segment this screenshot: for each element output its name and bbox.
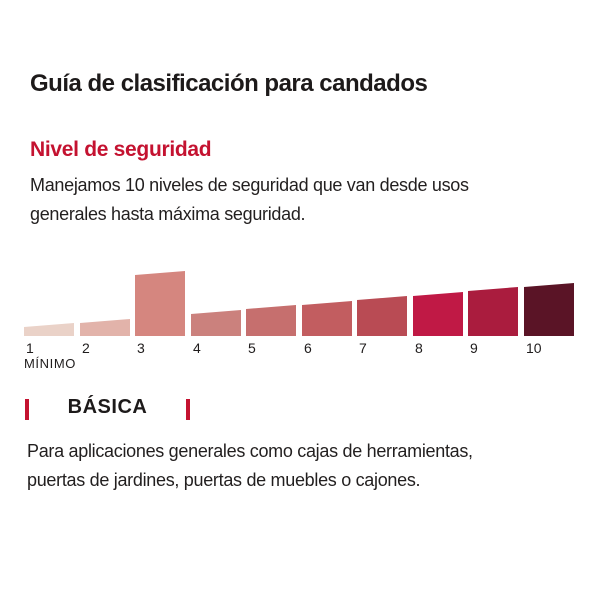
chart-min-label: MÍNIMO <box>24 356 76 371</box>
chart-bar-level-8 <box>413 292 463 336</box>
category-range-tick-right <box>186 399 190 420</box>
intro-line-1: Manejamos 10 niveles de seguridad que va… <box>30 175 469 195</box>
chart-tick-label-8: 8 <box>415 340 423 356</box>
intro-text: Manejamos 10 niveles de seguridad que va… <box>30 171 469 229</box>
chart-tick-label-7: 7 <box>359 340 367 356</box>
chart-bar-level-9 <box>468 287 518 336</box>
category-label: BÁSICA <box>67 396 148 418</box>
chart-tick-label-1: 1 <box>26 340 34 356</box>
page-title: Guía de clasificación para candados <box>30 70 428 97</box>
chart-bar-level-3-highlighted <box>135 271 185 336</box>
chart-bar-level-6 <box>302 301 352 336</box>
description-line-1: Para aplicaciones generales como cajas d… <box>27 441 473 461</box>
chart-bar-level-5 <box>246 305 296 336</box>
section-heading: Nivel de seguridad <box>30 138 212 161</box>
chart-tick-label-10: 10 <box>526 340 542 356</box>
security-level-chart: 1 2 3 4 5 6 7 8 9 10 MÍNIMO <box>0 260 600 375</box>
chart-tick-label-6: 6 <box>304 340 312 356</box>
chart-bar-level-2 <box>80 319 130 336</box>
chart-tick-label-2: 2 <box>82 340 90 356</box>
chart-tick-label-3: 3 <box>137 340 145 356</box>
security-level-chart-svg: 1 2 3 4 5 6 7 8 9 10 MÍNIMO <box>24 271 574 371</box>
chart-tick-label-4: 4 <box>193 340 201 356</box>
chart-bar-level-4 <box>191 310 241 336</box>
chart-bar-level-1 <box>24 323 74 336</box>
intro-line-2: generales hasta máxima seguridad. <box>30 204 306 224</box>
chart-tick-label-9: 9 <box>470 340 478 356</box>
category-description: Para aplicaciones generales como cajas d… <box>27 437 473 495</box>
description-line-2: puertas de jardines, puertas de muebles … <box>27 470 421 490</box>
chart-bar-level-10 <box>524 283 574 336</box>
chart-tick-label-5: 5 <box>248 340 256 356</box>
category-range-tick-left <box>25 399 29 420</box>
chart-bar-level-7 <box>357 296 407 336</box>
category-row: BÁSICA <box>25 396 190 422</box>
